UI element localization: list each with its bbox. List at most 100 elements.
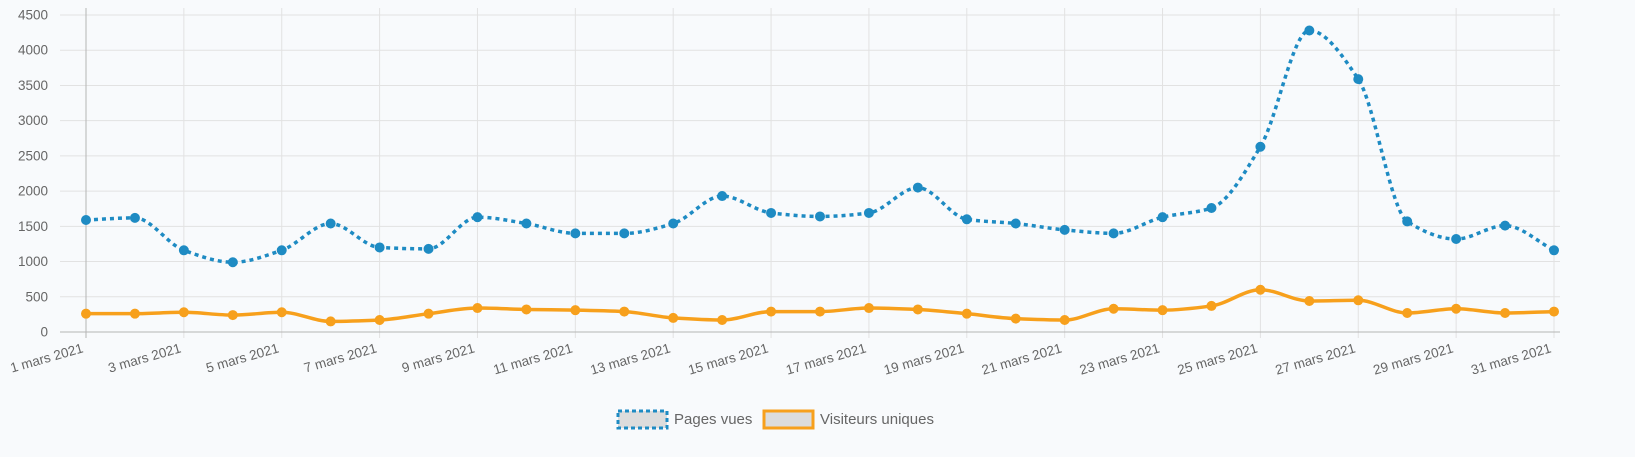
data-point-pages-vues[interactable] — [717, 191, 728, 202]
data-point-pages-vues[interactable] — [81, 214, 91, 225]
data-point-pages-vues[interactable] — [619, 228, 630, 239]
data-point-visiteurs-uniques[interactable] — [325, 316, 336, 327]
series-line-pages-vues — [85, 28, 1555, 265]
data-point-visiteurs-uniques[interactable] — [423, 308, 434, 319]
data-point-pages-vues[interactable] — [815, 211, 825, 222]
data-point-visiteurs-uniques[interactable] — [1255, 284, 1266, 295]
x-tick-label: 15 mars 2021 — [686, 340, 769, 377]
data-point-visiteurs-uniques[interactable] — [178, 307, 189, 318]
data-point-pages-vues[interactable] — [912, 182, 923, 193]
data-point-pages-vues[interactable] — [423, 243, 434, 254]
y-tick-label: 3000 — [18, 113, 48, 128]
y-tick-label: 0 — [40, 325, 48, 340]
legend-label-visiteurs-uniques: Visiteurs uniques — [820, 411, 934, 428]
legend-swatch-pages-vues — [616, 409, 669, 430]
data-point-visiteurs-uniques[interactable] — [129, 308, 140, 319]
series-layer — [81, 25, 1559, 327]
data-point-pages-vues[interactable] — [1059, 224, 1070, 235]
data-point-pages-vues[interactable] — [863, 207, 874, 218]
data-point-visiteurs-uniques[interactable] — [472, 303, 483, 314]
data-point-visiteurs-uniques[interactable] — [766, 306, 777, 317]
series-line-visiteurs-uniques — [86, 287, 1555, 324]
data-point-visiteurs-uniques[interactable] — [717, 315, 728, 326]
data-point-pages-vues[interactable] — [1402, 216, 1413, 227]
x-tick-label: 17 mars 2021 — [784, 340, 867, 377]
data-point-pages-vues[interactable] — [1108, 228, 1119, 239]
data-point-pages-vues[interactable] — [129, 212, 140, 223]
data-point-pages-vues[interactable] — [178, 245, 189, 256]
grid-layer — [60, 8, 1560, 338]
x-tick-label: 5 mars 2021 — [204, 340, 280, 375]
data-point-pages-vues[interactable] — [276, 245, 287, 256]
x-tick-label: 3 mars 2021 — [106, 340, 182, 375]
data-point-visiteurs-uniques[interactable] — [1353, 295, 1364, 306]
data-point-pages-vues[interactable] — [1451, 234, 1462, 245]
data-point-pages-vues[interactable] — [766, 207, 777, 218]
data-point-pages-vues[interactable] — [374, 242, 385, 253]
legend-item-visiteurs-uniques[interactable]: Visiteurs uniques — [762, 409, 934, 430]
data-point-pages-vues[interactable] — [521, 218, 532, 229]
data-point-pages-vues[interactable] — [227, 257, 238, 268]
y-tick-label: 3500 — [18, 78, 48, 93]
legend-swatch-visiteurs-uniques — [762, 409, 815, 430]
data-point-pages-vues[interactable] — [961, 214, 972, 225]
data-point-visiteurs-uniques[interactable] — [227, 310, 238, 321]
data-point-visiteurs-uniques[interactable] — [961, 308, 972, 319]
data-point-pages-vues[interactable] — [668, 218, 679, 229]
data-point-visiteurs-uniques[interactable] — [1206, 300, 1217, 311]
axis-layer: 0 500 1000 1500 2000 2500 3000 3500 4000 4500 1 ma… — [9, 8, 1560, 378]
data-point-visiteurs-uniques[interactable] — [521, 304, 532, 315]
y-tick-label: 2500 — [18, 148, 48, 163]
y-tick-label: 1500 — [18, 219, 48, 234]
x-tick-label: 7 mars 2021 — [302, 340, 378, 375]
y-tick-label: 4500 — [18, 8, 48, 23]
data-point-pages-vues[interactable] — [1010, 218, 1021, 229]
data-point-visiteurs-uniques[interactable] — [81, 308, 91, 319]
data-point-visiteurs-uniques[interactable] — [619, 306, 630, 317]
data-point-visiteurs-uniques[interactable] — [1108, 303, 1119, 314]
x-tick-label: 1 mars 2021 — [9, 340, 85, 375]
data-point-pages-vues[interactable] — [325, 218, 336, 229]
y-tick-label: 1000 — [18, 254, 48, 269]
data-point-visiteurs-uniques[interactable] — [815, 306, 825, 317]
data-point-pages-vues[interactable] — [1157, 212, 1168, 223]
y-tick-label: 500 — [25, 289, 48, 304]
data-point-pages-vues[interactable] — [570, 228, 581, 239]
data-point-pages-vues[interactable] — [472, 212, 483, 223]
data-point-visiteurs-uniques[interactable] — [912, 304, 923, 315]
data-point-visiteurs-uniques[interactable] — [1500, 307, 1511, 318]
data-point-visiteurs-uniques[interactable] — [668, 312, 679, 323]
data-point-pages-vues[interactable] — [1353, 74, 1364, 85]
data-point-pages-vues[interactable] — [1304, 25, 1315, 36]
data-point-pages-vues[interactable] — [1255, 141, 1266, 152]
x-tick-label: 29 mars 2021 — [1371, 340, 1454, 377]
y-tick-label: 4000 — [18, 43, 48, 58]
x-tick-label: 11 mars 2021 — [492, 340, 575, 377]
data-point-visiteurs-uniques[interactable] — [1451, 303, 1462, 314]
data-point-pages-vues[interactable] — [1206, 203, 1217, 214]
data-point-visiteurs-uniques[interactable] — [276, 307, 287, 318]
data-point-pages-vues[interactable] — [1500, 220, 1511, 231]
x-tick-label: 21 mars 2021 — [980, 340, 1063, 377]
x-tick-label: 31 mars 2021 — [1469, 340, 1552, 377]
data-point-visiteurs-uniques[interactable] — [1304, 296, 1315, 307]
data-point-visiteurs-uniques[interactable] — [1059, 315, 1070, 326]
data-point-visiteurs-uniques[interactable] — [570, 305, 581, 316]
data-point-visiteurs-uniques[interactable] — [1010, 313, 1021, 324]
data-point-visiteurs-uniques[interactable] — [1549, 306, 1559, 317]
y-tick-label: 2000 — [18, 184, 48, 199]
data-point-visiteurs-uniques[interactable] — [1402, 307, 1413, 318]
data-point-visiteurs-uniques[interactable] — [863, 303, 874, 314]
x-tick-label: 9 mars 2021 — [400, 340, 476, 375]
legend-item-pages-vues[interactable]: Pages vues — [616, 409, 752, 430]
x-tick-label: 13 mars 2021 — [589, 340, 672, 377]
data-point-pages-vues[interactable] — [1549, 245, 1559, 256]
legend[interactable]: Pages vues Visiteurs uniques — [616, 409, 934, 430]
data-point-visiteurs-uniques[interactable] — [1157, 305, 1168, 316]
data-point-visiteurs-uniques[interactable] — [374, 315, 385, 326]
x-tick-label: 25 mars 2021 — [1176, 340, 1259, 377]
x-tick-label: 19 mars 2021 — [882, 340, 965, 377]
legend-label-pages-vues: Pages vues — [674, 411, 752, 428]
